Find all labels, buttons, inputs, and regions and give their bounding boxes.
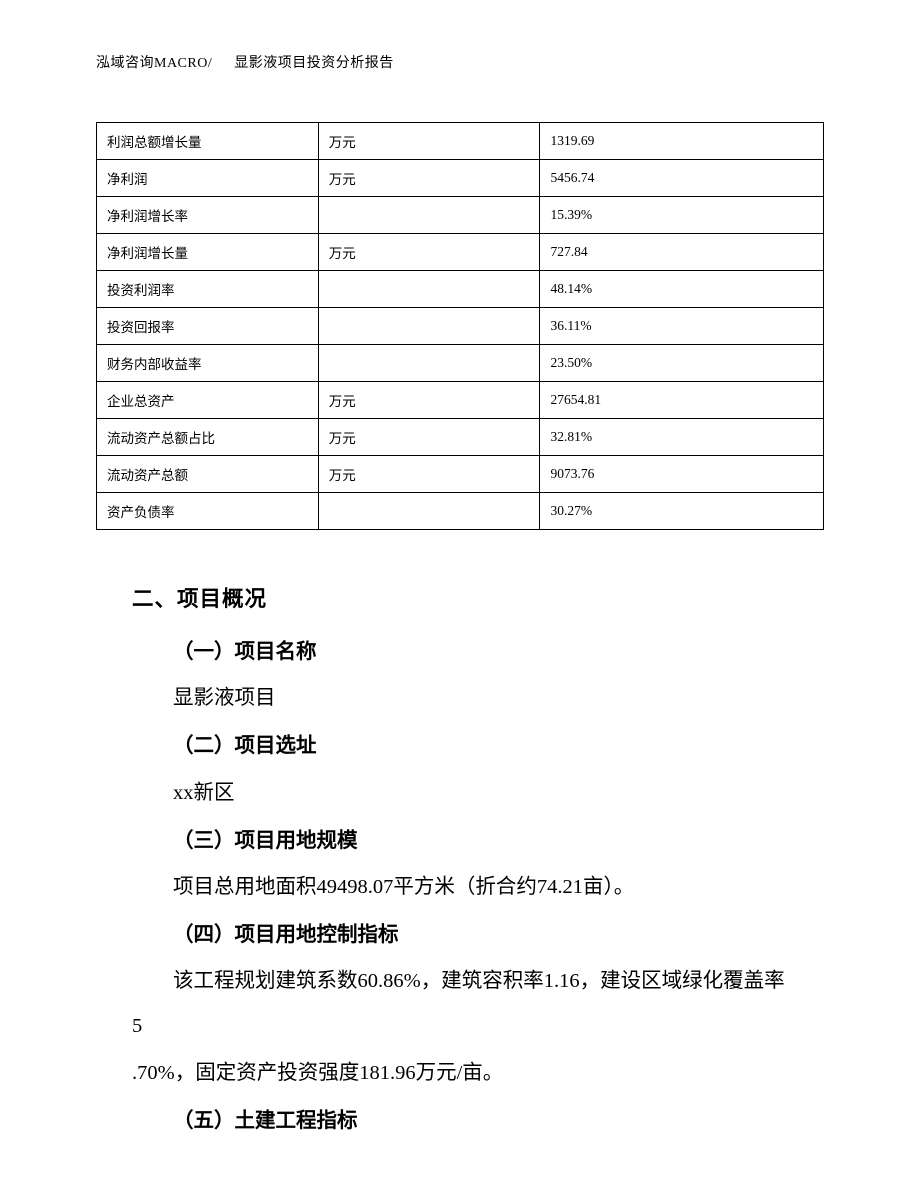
section-title: 二、项目概况 — [132, 576, 788, 623]
subsection-body: 显影液项目 — [132, 676, 788, 721]
cell-value: 1319.69 — [540, 123, 824, 160]
table-row: 净利润增长量 万元 727.84 — [97, 234, 824, 271]
cell-label: 净利润增长量 — [97, 234, 319, 271]
table-row: 利润总额增长量 万元 1319.69 — [97, 123, 824, 160]
header-left: 泓域咨询MACRO/ — [96, 56, 212, 71]
subsection-body: 项目总用地面积49498.07平方米（折合约74.21亩）。 — [132, 865, 788, 910]
cell-unit: 万元 — [318, 160, 540, 197]
subsection-heading: （二）项目选址 — [132, 723, 788, 768]
cell-unit — [318, 197, 540, 234]
page-header: 泓域咨询MACRO/显影液项目投资分析报告 — [96, 52, 824, 72]
cell-label: 投资利润率 — [97, 271, 319, 308]
cell-value: 15.39% — [540, 197, 824, 234]
table-body: 利润总额增长量 万元 1319.69 净利润 万元 5456.74 净利润增长率… — [97, 123, 824, 530]
cell-unit — [318, 271, 540, 308]
table-row: 净利润增长率 15.39% — [97, 197, 824, 234]
body-text: 二、项目概况 （一）项目名称 显影液项目 （二）项目选址 xx新区 （三）项目用… — [96, 576, 824, 1143]
cell-unit — [318, 493, 540, 530]
cell-label: 财务内部收益率 — [97, 345, 319, 382]
page: 泓域咨询MACRO/显影液项目投资分析报告 利润总额增长量 万元 1319.69… — [0, 0, 920, 1143]
cell-value: 48.14% — [540, 271, 824, 308]
subsection-heading: （三）项目用地规模 — [132, 818, 788, 863]
subsection-heading: （四）项目用地控制指标 — [132, 912, 788, 957]
financial-table: 利润总额增长量 万元 1319.69 净利润 万元 5456.74 净利润增长率… — [96, 122, 824, 530]
cell-label: 流动资产总额 — [97, 456, 319, 493]
table-row: 投资利润率 48.14% — [97, 271, 824, 308]
table-row: 资产负债率 30.27% — [97, 493, 824, 530]
cell-label: 利润总额增长量 — [97, 123, 319, 160]
table-row: 净利润 万元 5456.74 — [97, 160, 824, 197]
table-row: 流动资产总额 万元 9073.76 — [97, 456, 824, 493]
cell-unit: 万元 — [318, 456, 540, 493]
cell-value: 23.50% — [540, 345, 824, 382]
subsection-heading: （一）项目名称 — [132, 629, 788, 674]
table-row: 流动资产总额占比 万元 32.81% — [97, 419, 824, 456]
subsection-body-cont: .70%，固定资产投资强度181.96万元/亩。 — [132, 1051, 788, 1096]
cell-label: 流动资产总额占比 — [97, 419, 319, 456]
cell-unit: 万元 — [318, 234, 540, 271]
cell-label: 企业总资产 — [97, 382, 319, 419]
cell-unit: 万元 — [318, 419, 540, 456]
cell-value: 27654.81 — [540, 382, 824, 419]
table-row: 投资回报率 36.11% — [97, 308, 824, 345]
cell-value: 30.27% — [540, 493, 824, 530]
header-right: 显影液项目投资分析报告 — [234, 56, 394, 71]
cell-unit — [318, 308, 540, 345]
subsection-heading: （五）土建工程指标 — [132, 1098, 788, 1143]
cell-label: 净利润 — [97, 160, 319, 197]
cell-value: 36.11% — [540, 308, 824, 345]
cell-label: 投资回报率 — [97, 308, 319, 345]
subsection-body: xx新区 — [132, 771, 788, 816]
table-row: 财务内部收益率 23.50% — [97, 345, 824, 382]
cell-label: 净利润增长率 — [97, 197, 319, 234]
cell-unit: 万元 — [318, 382, 540, 419]
cell-unit: 万元 — [318, 123, 540, 160]
cell-value: 32.81% — [540, 419, 824, 456]
table-row: 企业总资产 万元 27654.81 — [97, 382, 824, 419]
cell-unit — [318, 345, 540, 382]
cell-label: 资产负债率 — [97, 493, 319, 530]
subsection-body: 该工程规划建筑系数60.86%，建筑容积率1.16，建设区域绿化覆盖率5 — [132, 959, 788, 1049]
cell-value: 727.84 — [540, 234, 824, 271]
cell-value: 5456.74 — [540, 160, 824, 197]
cell-value: 9073.76 — [540, 456, 824, 493]
